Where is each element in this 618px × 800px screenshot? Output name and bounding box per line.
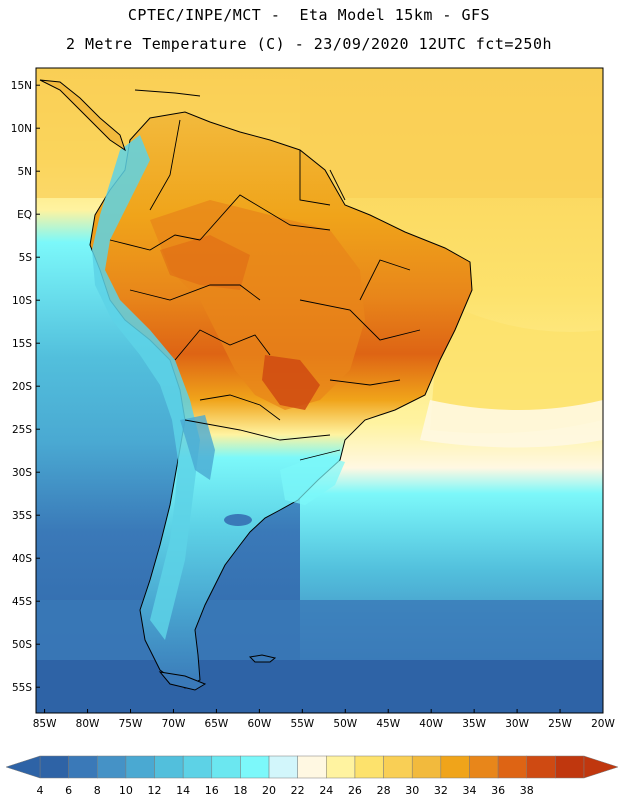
lat-tick-label: 15N: [11, 80, 32, 92]
colorbar-swatch: [154, 755, 184, 779]
lat-tick-label: 10N: [11, 123, 32, 135]
colorbar-label: 14: [176, 784, 190, 797]
tierra-del-fuego: [158, 671, 207, 691]
colorbar-label: 4: [37, 784, 44, 797]
colorbar-label: 16: [205, 784, 219, 797]
lat-tick-label: 45S: [12, 596, 32, 608]
atlantic-warm-tongue: [430, 300, 603, 434]
colorbar-label: 28: [377, 784, 391, 797]
colorbar-label: 8: [94, 784, 101, 797]
lat-tick-label: 55S: [12, 682, 32, 694]
colorbar-label: 22: [291, 784, 305, 797]
colorbar-swatch: [440, 755, 470, 779]
plot-frame: [35, 67, 604, 714]
latitude-axis: 15N 10N 5N EQ 5S 10S 15S 20S 25S 30S 35S 40S 45S 50S 5…: [11, 80, 40, 694]
colorbar-swatch: [182, 755, 213, 779]
colorbar-swatch: [326, 755, 356, 779]
colorbar-label: 30: [405, 784, 419, 797]
colorbar-label: 18: [233, 784, 247, 797]
amazon-warm-region: [160, 235, 250, 290]
lat-tick-label: 40S: [12, 553, 32, 565]
atlantic-mild-band: [420, 400, 603, 448]
lon-tick-label: 60W: [247, 718, 271, 730]
lon-tick-label: 70W: [162, 718, 186, 730]
andes-cold-patch: [180, 415, 215, 480]
colorbar-swatch: [555, 755, 585, 779]
lat-tick-label: 50S: [12, 639, 32, 651]
lat-tick-label: 10S: [12, 295, 32, 307]
central-america-land: [39, 79, 126, 152]
colorbar-swatch: [411, 755, 442, 779]
colorbar-swatch: [383, 755, 413, 779]
colorbar-swatch: [39, 755, 69, 779]
temperature-field: [36, 68, 603, 713]
lon-tick-label: 65W: [205, 718, 229, 730]
colorbar: 4 6 8 10 12 14 16 18 20 22 24 26 28 30 32 34 36 38: [5, 755, 618, 797]
colorbar-label: 32: [434, 784, 448, 797]
lon-tick-label: 25W: [548, 718, 572, 730]
caribbean-coast: [134, 89, 201, 97]
colorbar-label: 38: [520, 784, 534, 797]
colorbar-label: 26: [348, 784, 362, 797]
colorbar-high-arrow: [583, 755, 618, 779]
colorbar-swatch: [526, 755, 556, 779]
colorbar-swatch: [125, 755, 155, 779]
colorbar-label: 24: [319, 784, 333, 797]
lon-tick-label: 50W: [333, 718, 357, 730]
colorbar-label: 6: [65, 784, 72, 797]
andes-cool-ridge: [92, 135, 200, 640]
country-borders: [109, 119, 421, 461]
longitude-axis: 85W 80W 75W 70W 65W 60W 55W 50W 45W 40W 35W 30W 25W 2…: [33, 709, 615, 730]
map-title-line2: 2 Metre Temperature (C) - 23/09/2020 12U…: [65, 35, 553, 53]
lat-tick-label: 25S: [12, 424, 32, 436]
colorbar-swatch: [68, 755, 98, 779]
lat-tick-label: 5S: [19, 252, 33, 264]
lat-tick-label: EQ: [17, 209, 32, 221]
lat-tick-label: 30S: [12, 467, 32, 479]
colorbar-swatch: [97, 755, 127, 779]
map-title-line1: CPTEC/INPE/MCT - Eta Model 15km - GFS: [127, 6, 491, 24]
lat-tick-label: 15S: [12, 338, 32, 350]
colorbar-label: 20: [262, 784, 276, 797]
lon-tick-label: 80W: [76, 718, 100, 730]
patagonia-cold-spot: [224, 514, 252, 526]
colorbar-swatch: [354, 755, 384, 779]
lat-tick-label: 5N: [17, 166, 32, 178]
colorbar-swatch: [469, 755, 499, 779]
colorbar-swatch: [497, 755, 527, 779]
colorbar-swatch: [268, 755, 298, 779]
southern-coldest-band: [36, 660, 603, 713]
colorbar-swatch: [240, 755, 270, 779]
uruguay-cool-region: [280, 455, 345, 505]
lon-tick-label: 85W: [33, 718, 57, 730]
colorbar-label: 36: [491, 784, 505, 797]
lat-tick-label: 35S: [12, 510, 32, 522]
colorbar-swatch: [211, 755, 241, 779]
lon-tick-label: 75W: [119, 718, 143, 730]
colorbar-swatch: [297, 755, 327, 779]
lon-tick-label: 45W: [376, 718, 400, 730]
colorbar-low-arrow: [5, 755, 41, 779]
colorbar-label: 12: [148, 784, 162, 797]
lon-tick-label: 55W: [290, 718, 314, 730]
hottest-region: [262, 355, 320, 410]
lon-tick-label: 20W: [591, 718, 615, 730]
lon-tick-label: 35W: [462, 718, 486, 730]
lat-tick-label: 20S: [12, 381, 32, 393]
colorbar-label: 10: [119, 784, 133, 797]
colorbar-label: 34: [462, 784, 476, 797]
falkland-islands: [248, 654, 277, 663]
lon-tick-label: 40W: [419, 718, 443, 730]
lon-tick-label: 30W: [505, 718, 529, 730]
